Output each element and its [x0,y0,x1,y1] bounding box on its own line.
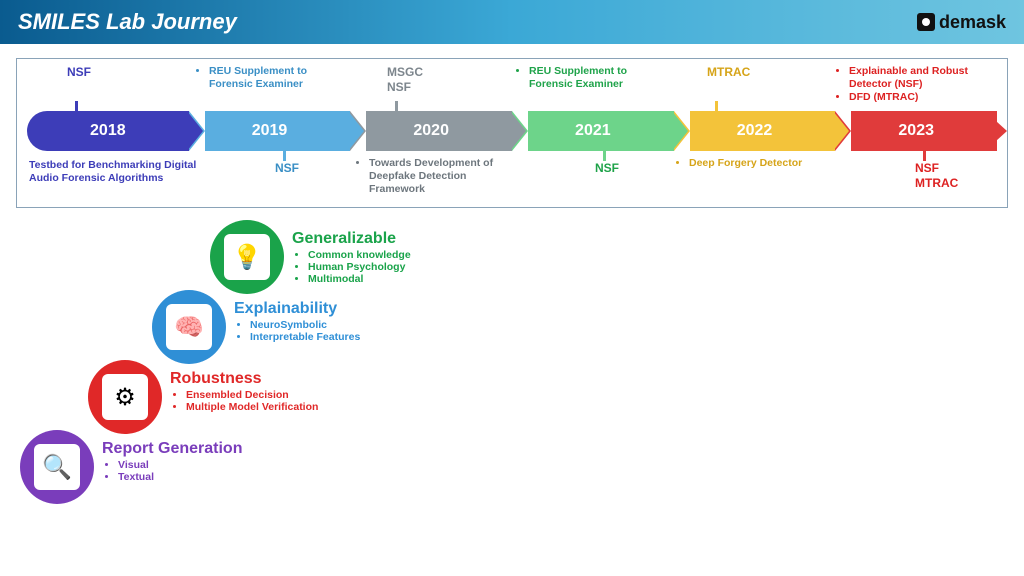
page-title: SMILES Lab Journey [18,9,237,35]
pillar-bullet: Human Psychology [308,261,411,273]
pillar-bullet: Textual [118,471,242,483]
pillar-bullet: Multimodal [308,273,411,285]
pillar-bullet: Visual [118,459,242,471]
timeline-row: 2018 2019 2020 2021 2022 2023 [27,111,997,151]
timeline-year: 2021 [575,122,611,140]
pillar-generalizable: 💡 GeneralizableCommon knowledgeHuman Psyc… [210,220,411,294]
timeline-bottom-bullets: Deep Forgery Detector [677,157,833,170]
header-bar: SMILES Lab Journey demask [0,0,1024,44]
timeline-year: 2018 [90,122,126,140]
timeline-year: 2022 [737,122,773,140]
pillar-icon: 🔍 [34,444,80,490]
timeline-bottom-text: Testbed for Benchmarking Digital Audio F… [29,159,199,185]
logo: demask [917,12,1006,33]
pillar-title: Robustness [170,370,318,388]
pillar-robustness: ⚙ RobustnessEnsembled DecisionMultiple Mo… [88,360,318,434]
timeline-top-label: MSGC NSF [387,65,423,95]
timeline-segment-2019: 2019 [189,111,351,151]
pillar-title: Explainability [234,300,360,318]
timeline-year: 2019 [252,122,288,140]
pillar-bullet: Multiple Model Verification [186,401,318,413]
pillar-circle: 🔍 [20,430,94,504]
timeline-segment-2023: 2023 [835,111,997,151]
pillar-circle: 💡 [210,220,284,294]
pillars-container: 💡 GeneralizableCommon knowledgeHuman Psyc… [20,220,520,570]
timeline-segment-2022: 2022 [674,111,836,151]
timeline-top-label: MTRAC [707,65,750,80]
timeline-bottom-bullets: Towards Development of Deepfake Detectio… [357,157,513,196]
pillar-bullet: Common knowledge [308,249,411,261]
timeline-segment-2020: 2020 [350,111,512,151]
timeline-segment-2018: 2018 [27,111,189,151]
pillar-circle: 🧠 [152,290,226,364]
pillar-bullet: NeuroSymbolic [250,319,360,331]
pillar-report-generation: 🔍 Report GenerationVisualTextual [20,430,242,504]
pillar-circle: ⚙ [88,360,162,434]
pillar-icon: 🧠 [166,304,212,350]
timeline-year: 2020 [413,122,449,140]
logo-text: demask [939,12,1006,33]
timeline-year: 2023 [898,122,934,140]
timeline-top-label: NSF [67,65,91,80]
timeline-bottom-label: NSF MTRAC [915,161,958,191]
timeline-top-bullets: REU Supplement to Forensic Examiner [517,65,669,91]
timeline-container: 2018 2019 2020 2021 2022 2023 NSF Testbed for … [16,58,1008,208]
timeline-segment-2021: 2021 [512,111,674,151]
timeline-bottom-label: NSF [275,161,299,176]
pillar-explainability: 🧠 ExplainabilityNeuroSymbolicInterpretabl… [152,290,360,364]
pillar-title: Generalizable [292,230,411,248]
timeline-bottom-label: NSF [595,161,619,176]
timeline-top-bullets: REU Supplement to Forensic Examiner [197,65,349,91]
shield-icon [917,13,935,31]
pillar-icon: ⚙ [102,374,148,420]
pillar-bullet: Ensembled Decision [186,389,318,401]
pillar-bullet: Interpretable Features [250,331,360,343]
pillar-title: Report Generation [102,440,242,458]
pillar-icon: 💡 [224,234,270,280]
timeline-top-bullets: Explainable and Robust Detector (NSF)DFD… [837,65,989,104]
